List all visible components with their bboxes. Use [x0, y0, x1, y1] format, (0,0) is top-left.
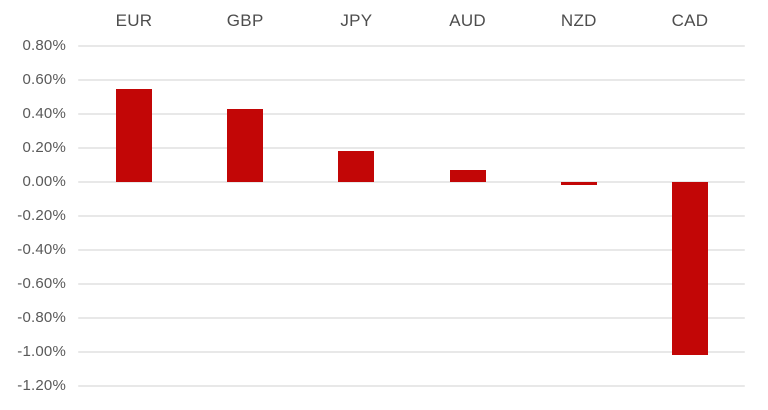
- bar-nzd: [560, 182, 597, 186]
- gridline: [78, 317, 745, 319]
- gridline: [78, 385, 745, 387]
- category-label-jpy: JPY: [340, 11, 373, 30]
- y-tick-label: -0.60%: [17, 275, 66, 292]
- category-label-nzd: NZD: [560, 11, 597, 30]
- bar-eur: [116, 88, 152, 182]
- gridline: [78, 351, 745, 353]
- y-tick-label: 0.20%: [22, 139, 66, 156]
- bar-gbp: [227, 108, 264, 182]
- bar-jpy: [338, 151, 375, 182]
- category-label-gbp: GBP: [226, 11, 264, 30]
- gridline: [78, 147, 745, 149]
- y-tick-label: 0.80%: [22, 37, 66, 54]
- bar-aud: [449, 170, 486, 182]
- category-label-eur: EUR: [115, 11, 153, 30]
- gridline: [78, 79, 745, 81]
- category-label-cad: CAD: [671, 11, 709, 30]
- category-label-aud: AUD: [449, 11, 486, 30]
- y-tick-label: 0.00%: [22, 173, 66, 190]
- y-tick-label: -1.00%: [17, 343, 66, 360]
- gridline: [78, 215, 745, 217]
- y-tick-label: -0.20%: [17, 207, 66, 224]
- gridline: [78, 113, 745, 115]
- gridline: [78, 45, 745, 47]
- y-tick-label: -0.80%: [17, 309, 66, 326]
- gridline: [78, 283, 745, 285]
- y-tick-label: 0.40%: [22, 105, 66, 122]
- bar-cad: [672, 182, 708, 356]
- gridline: [78, 181, 745, 183]
- y-tick-label: 0.60%: [22, 71, 66, 88]
- y-tick-label: -1.20%: [17, 377, 66, 394]
- y-tick-label: -0.40%: [17, 241, 66, 258]
- gridline: [78, 249, 745, 251]
